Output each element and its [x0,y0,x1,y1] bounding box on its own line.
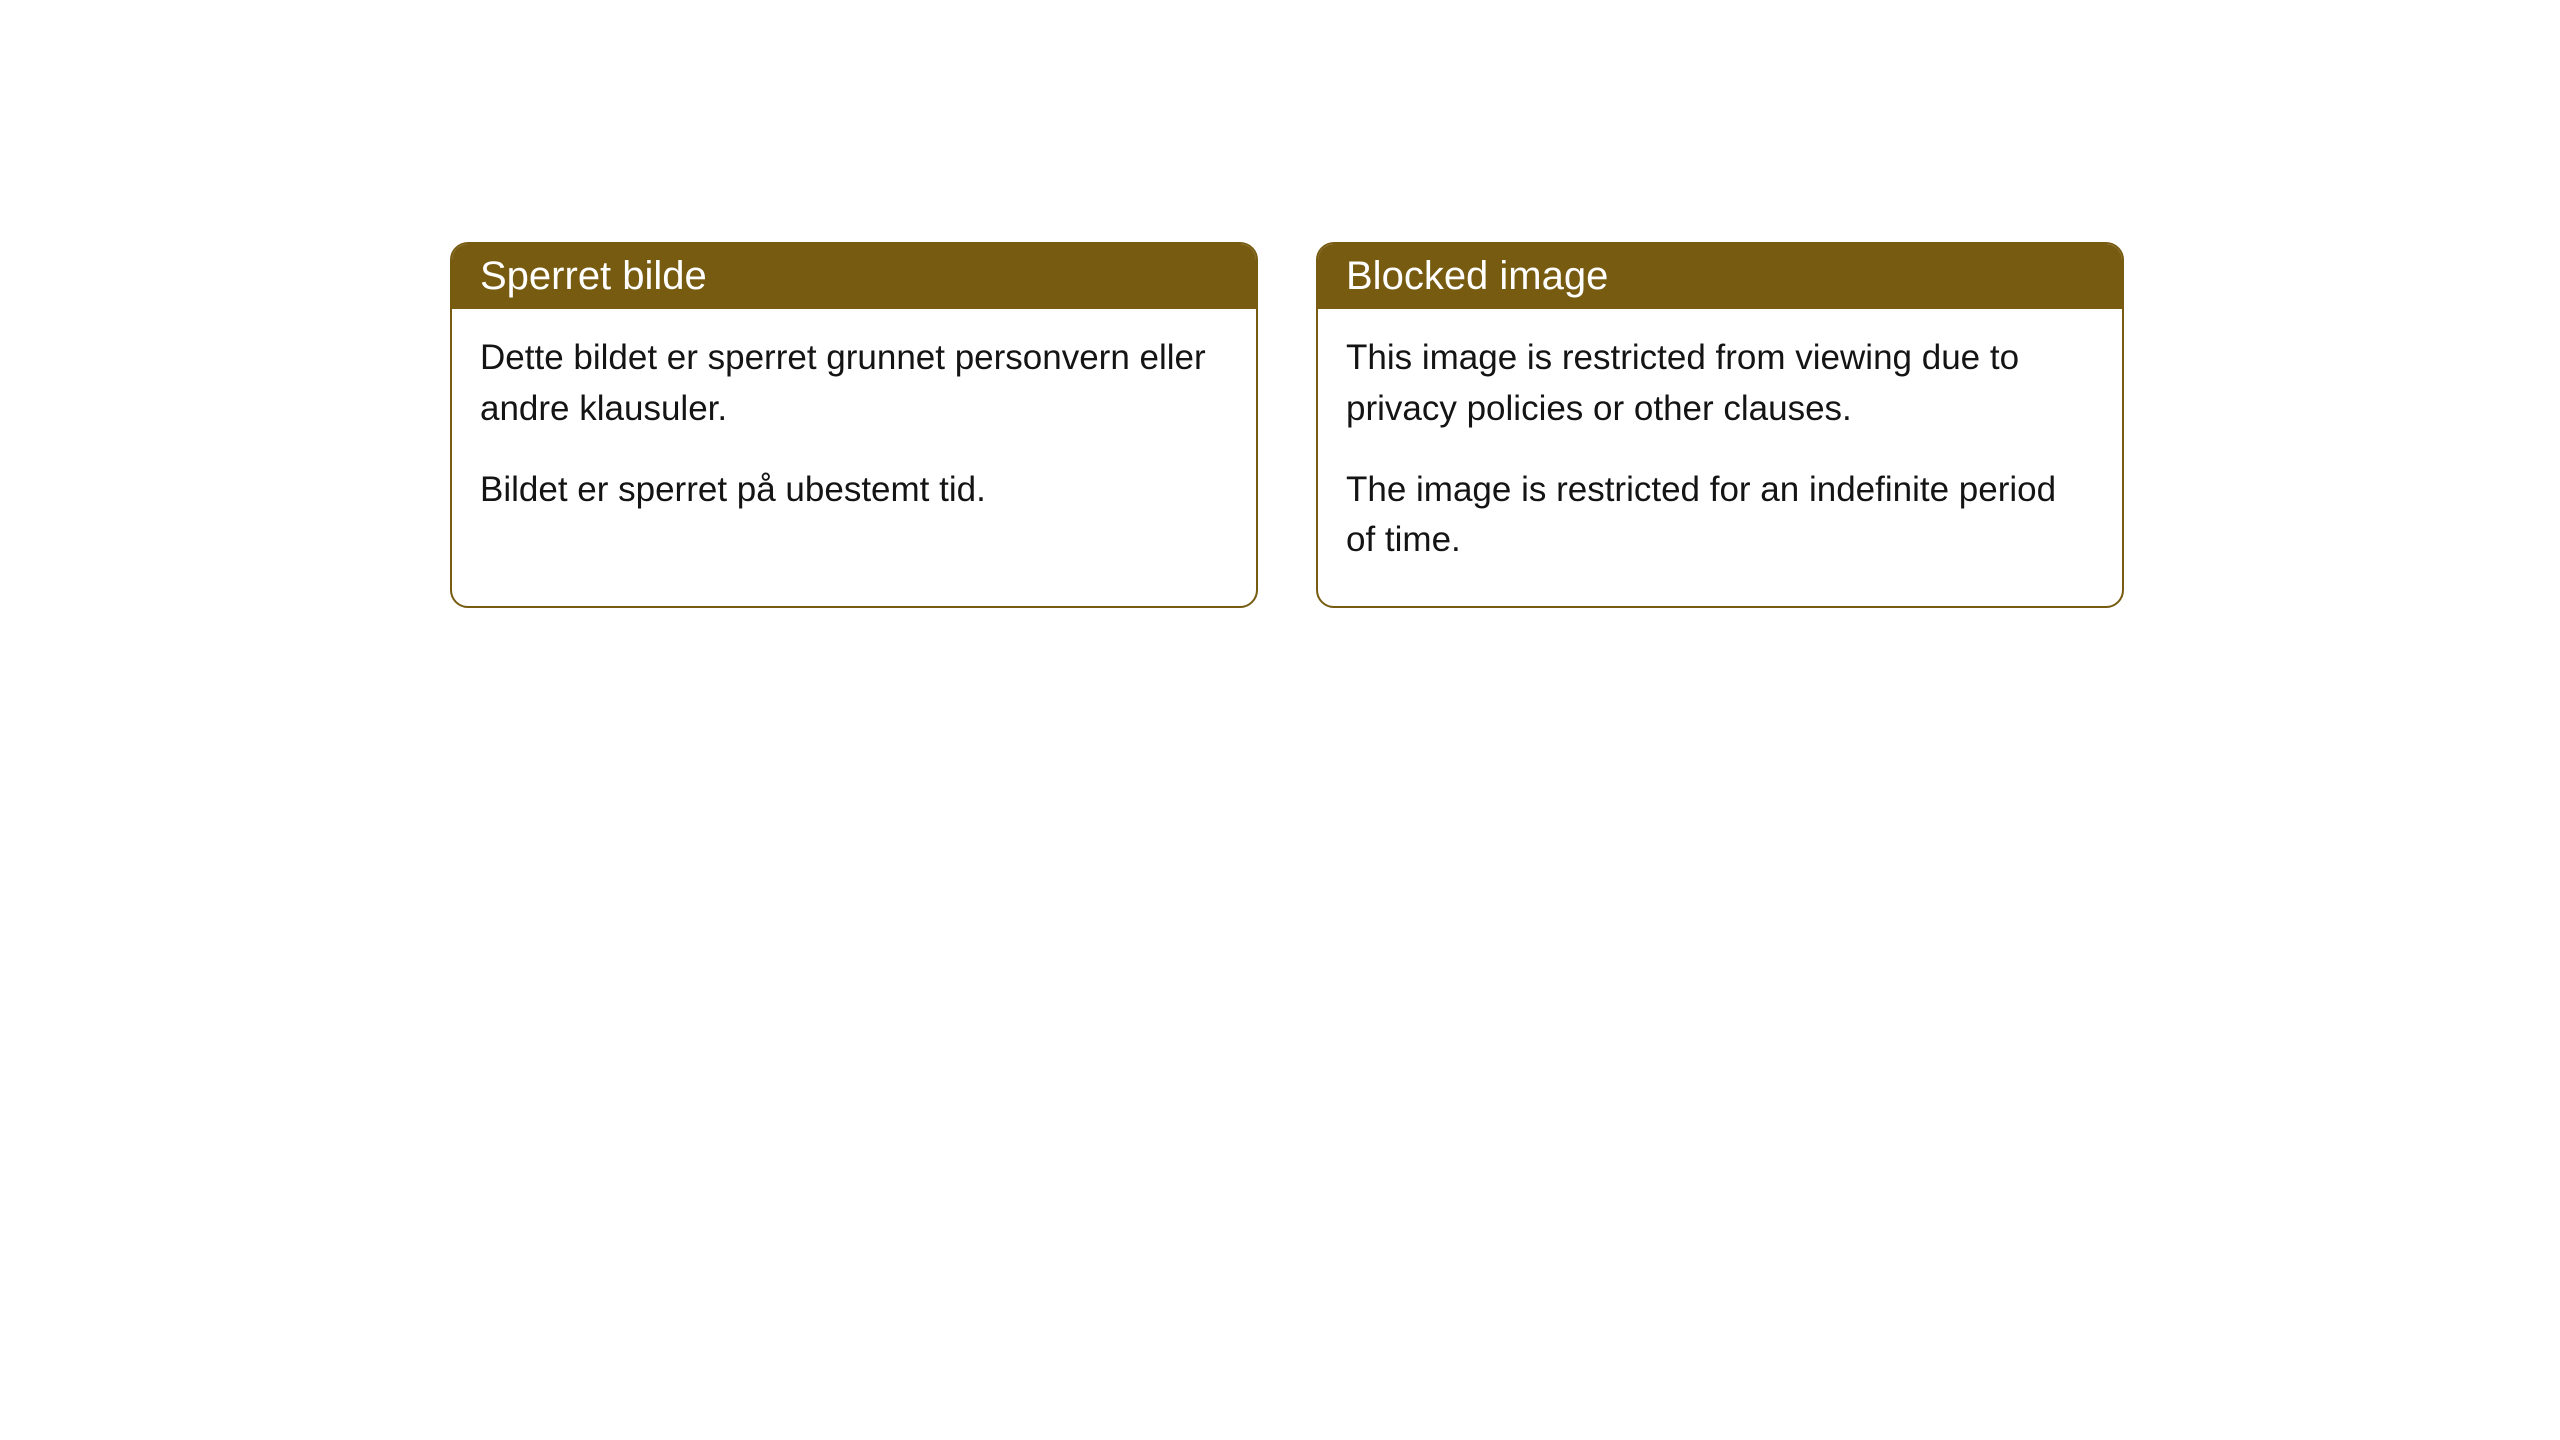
card-body: This image is restricted from viewing du… [1318,309,2122,606]
card-paragraph: Dette bildet er sperret grunnet personve… [480,333,1228,435]
card-paragraph: Bildet er sperret på ubestemt tid. [480,465,1228,516]
notice-card-english: Blocked image This image is restricted f… [1316,242,2124,608]
card-header: Sperret bilde [452,244,1256,309]
card-paragraph: The image is restricted for an indefinit… [1346,465,2094,567]
card-paragraph: This image is restricted from viewing du… [1346,333,2094,435]
card-title: Blocked image [1346,254,1608,298]
card-header: Blocked image [1318,244,2122,309]
card-body: Dette bildet er sperret grunnet personve… [452,309,1256,555]
notice-cards-container: Sperret bilde Dette bildet er sperret gr… [450,242,2124,608]
notice-card-norwegian: Sperret bilde Dette bildet er sperret gr… [450,242,1258,608]
card-title: Sperret bilde [480,254,707,298]
